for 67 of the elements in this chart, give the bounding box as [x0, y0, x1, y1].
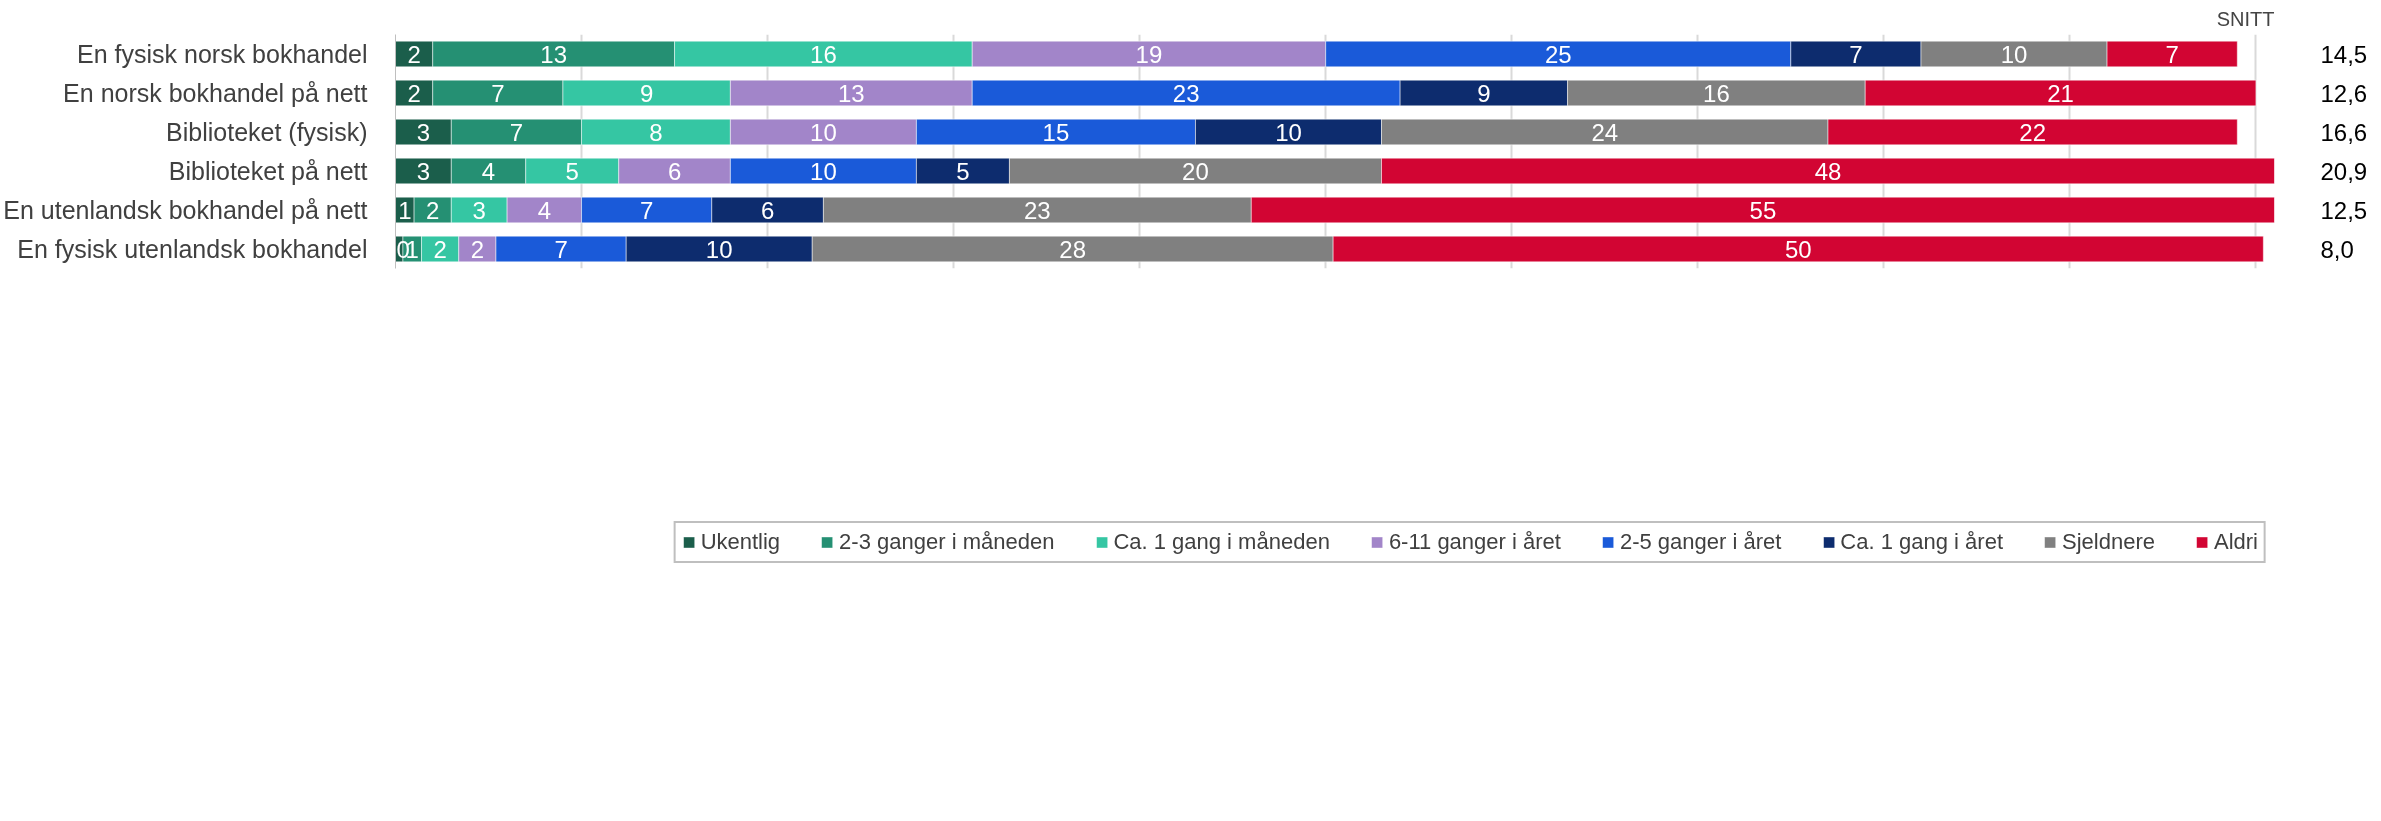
legend-label: Ca. 1 gang i måneden [1113, 529, 1330, 555]
data-label: 15 [1042, 118, 1070, 146]
legend-label: Sjeldnere [2062, 529, 2155, 555]
data-label: 28 [1059, 235, 1087, 263]
data-label: 7 [1849, 40, 1863, 68]
y-tick-label: Biblioteket (fysisk) [166, 118, 368, 146]
data-label: 2 [426, 196, 440, 224]
data-label: 10 [705, 235, 733, 263]
data-label: 7 [509, 118, 524, 146]
data-label: 10 [810, 118, 837, 146]
data-label: 4 [481, 157, 496, 185]
data-label: 23 [1023, 196, 1051, 224]
data-label: 21 [2047, 79, 2074, 107]
legend-label: 2-5 ganger i året [1619, 529, 1782, 555]
data-label: 10 [1275, 118, 1302, 146]
data-label: 10 [810, 157, 837, 185]
data-label: 3 [472, 196, 486, 224]
data-label: 9 [639, 79, 654, 107]
y-tick-label: En fysisk norsk bokhandel [77, 40, 368, 68]
data-label: 24 [1591, 118, 1619, 146]
data-label: 5 [956, 157, 970, 185]
data-label: 48 [1814, 157, 1842, 185]
y-tick-label: En norsk bokhandel på nett [63, 79, 368, 107]
data-label: 23 [1172, 79, 1200, 107]
text: 12,5 [2320, 196, 2368, 224]
legend-label: 6-11 ganger i året [1388, 529, 1561, 555]
text: SNITT [2216, 7, 2275, 30]
legend-label: Ukentlig [700, 529, 781, 555]
data-label: 7 [554, 235, 568, 263]
data-label: 13 [837, 79, 865, 107]
data-label: 16 [810, 40, 837, 68]
data-label: 22 [2019, 118, 2046, 146]
y-tick-label: En utenlandsk bokhandel på nett [3, 196, 368, 224]
y-tick-label: Biblioteket på nett [168, 157, 368, 185]
data-label: 2 [433, 235, 447, 263]
legend-label: Ca. 1 gang i året [1840, 529, 2004, 555]
text: 14,5 [2320, 40, 2368, 68]
data-label: 6 [667, 157, 682, 185]
data-label: 3 [416, 118, 431, 146]
data-label: 9 [1477, 79, 1491, 107]
data-label: 13 [540, 40, 567, 68]
data-label: 25 [1544, 40, 1572, 68]
data-label: 2 [407, 79, 421, 107]
data-label: 19 [1135, 40, 1163, 68]
data-label: 7 [639, 196, 654, 224]
text: 8,0 [2320, 235, 2354, 263]
text: 12,6 [2320, 79, 2368, 107]
legend-label: 2-3 ganger i måneden [839, 529, 1055, 555]
data-label: 2 [407, 40, 421, 68]
data-label: 8 [649, 118, 663, 146]
data-label: 7 [2165, 40, 2179, 68]
data-label: 6 [760, 196, 775, 224]
text: 16,6 [2320, 118, 2368, 146]
data-label: 20 [1182, 157, 1209, 185]
text: 20,9 [2320, 157, 2368, 185]
data-label: 5 [565, 157, 579, 185]
data-label: 4 [537, 196, 552, 224]
data-label: 16 [1703, 79, 1730, 107]
data-label: 2 [470, 235, 485, 263]
data-label: 55 [1749, 196, 1777, 224]
data-label: 3 [416, 157, 431, 185]
data-label: 50 [1784, 235, 1812, 263]
data-label: 1 [398, 196, 412, 224]
y-tick-label: En fysisk utenlandsk bokhandel [17, 235, 368, 263]
legend-label: Aldri [2213, 529, 2258, 555]
data-label: 7 [491, 79, 505, 107]
data-label: 10 [2000, 40, 2028, 68]
